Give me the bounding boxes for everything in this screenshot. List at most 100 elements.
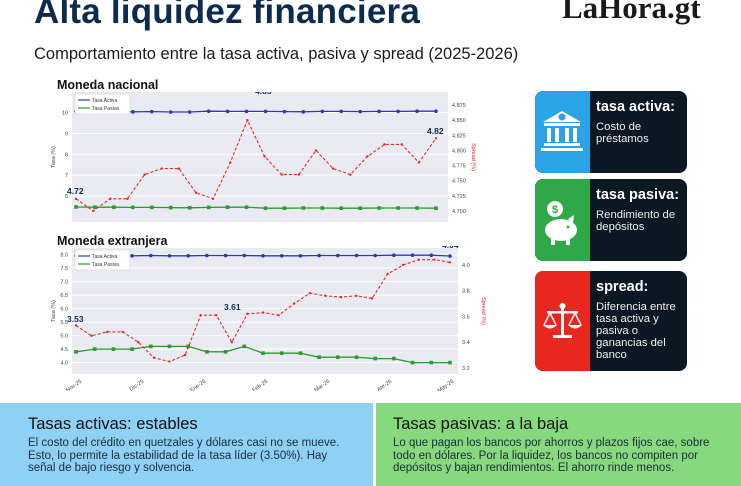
y2-tick-label: 4.875 xyxy=(452,103,466,109)
panel-tasas-activas-heading: Tasas activas: estables xyxy=(28,415,198,433)
data-point xyxy=(186,253,190,258)
data-point xyxy=(149,344,153,349)
y2-tick-label: 4.700 xyxy=(452,209,466,215)
chart-title-extranjera: Moneda extranjera xyxy=(57,234,168,248)
data-point xyxy=(320,206,325,210)
y-tick-label: 6 xyxy=(65,194,68,200)
data-point xyxy=(415,206,419,210)
data-point xyxy=(205,253,209,258)
y-tick-label: 4.0 xyxy=(60,361,68,367)
card-tasa-activa-desc: Costo de préstamos xyxy=(596,121,649,145)
data-point xyxy=(168,110,173,114)
data-point xyxy=(358,206,363,211)
data-point xyxy=(339,295,343,299)
data-point xyxy=(417,258,421,261)
data-point xyxy=(74,205,78,209)
x-tick-label: Nov-25 xyxy=(65,379,83,391)
y2-tick-label: 4.0 xyxy=(462,263,470,269)
data-point xyxy=(314,149,318,152)
data-point xyxy=(230,341,234,344)
scale-icon xyxy=(543,303,582,338)
y-tick-label: 8 xyxy=(65,152,68,158)
annotation-label: 4.72 xyxy=(67,186,84,196)
y2-tick-label: 4.725 xyxy=(452,194,466,200)
x-tick-label: Abr-26 xyxy=(376,379,393,391)
data-point xyxy=(223,350,228,354)
y-tick-label: 7.5 xyxy=(60,266,68,272)
data-point xyxy=(167,344,172,349)
data-point xyxy=(292,302,296,305)
data-point xyxy=(354,253,359,258)
data-point xyxy=(298,351,303,355)
data-point xyxy=(152,356,156,359)
data-point xyxy=(339,109,344,114)
data-point xyxy=(263,155,266,158)
data-point xyxy=(377,206,381,210)
data-point xyxy=(279,253,284,258)
data-point xyxy=(320,109,325,114)
x-tick-label: Dic-25 xyxy=(129,379,145,391)
chart-moneda-nacional: 10 9 8 7 6 4.875 4.850 4.825 4.800 4.775 4.750 4.72… xyxy=(51,92,476,222)
data-point xyxy=(225,109,230,114)
data-point xyxy=(130,253,134,258)
data-point xyxy=(336,355,340,360)
legend-label: Tasa Pasiva xyxy=(92,262,119,268)
chart-title-nacional: Moneda nacional xyxy=(57,78,159,92)
data-point xyxy=(373,253,378,258)
y-tick-label: 8.0 xyxy=(60,253,68,259)
x-tick-label: Mar-26 xyxy=(313,379,331,391)
annotation-label: 4.82 xyxy=(427,126,444,136)
data-point xyxy=(168,205,173,210)
data-point xyxy=(336,253,340,258)
data-point xyxy=(366,155,369,158)
data-point xyxy=(261,351,265,355)
data-point xyxy=(131,205,135,210)
y-tick-label: 6.5 xyxy=(60,293,68,299)
data-point xyxy=(244,109,249,114)
data-point xyxy=(410,253,415,258)
data-point xyxy=(402,263,405,267)
data-point xyxy=(177,167,181,170)
panel-tasas-pasivas-heading: Tasas pasivas: a la baja xyxy=(393,415,569,433)
plot-area xyxy=(72,92,448,222)
data-point xyxy=(415,109,419,113)
data-point xyxy=(301,110,306,114)
data-point xyxy=(92,347,97,351)
data-point xyxy=(417,161,421,164)
card-tasa-pasiva: $ tasa pasiva: Rendimiento de depósitos xyxy=(535,179,687,261)
data-point xyxy=(74,350,78,354)
y-tick-label: 5.0 xyxy=(60,334,68,340)
data-point xyxy=(246,118,249,122)
y-tick-label: 10 xyxy=(62,110,68,116)
data-point xyxy=(282,206,287,211)
data-point xyxy=(149,109,154,114)
data-point xyxy=(137,341,140,344)
bank-icon xyxy=(541,111,583,151)
y2-axis-label: Spread (%) xyxy=(480,297,486,325)
data-point xyxy=(396,206,400,210)
y2-tick-label: 4.825 xyxy=(452,133,466,139)
data-point xyxy=(396,109,400,114)
data-point xyxy=(90,334,93,337)
data-point xyxy=(263,109,268,114)
y2-tick-label: 3.2 xyxy=(462,366,470,372)
data-point xyxy=(448,261,452,264)
y2-tick-label: 3.8 xyxy=(462,289,470,295)
chart-moneda-extranjera: 8.0 7.5 7.0 6.5 6.0 5.5 5.0 4.5 4.0 4.0 3.8 3.6 3.4 3… xyxy=(51,246,486,391)
data-point xyxy=(298,253,303,258)
panel-tasas-pasivas: Tasas pasivas: a la baja Lo que pagan lo… xyxy=(376,403,741,486)
legend-box xyxy=(74,249,131,271)
y-tick-label: 9 xyxy=(65,131,68,137)
data-point xyxy=(143,173,146,176)
x-tick-label: Ene-26 xyxy=(189,379,207,391)
data-point xyxy=(74,197,78,201)
piggy-bank-icon: $ xyxy=(545,201,577,245)
card-spread: spread: Diferencia entre tasa activa y p… xyxy=(535,271,687,371)
data-point xyxy=(279,351,284,355)
data-point xyxy=(339,206,344,211)
data-point xyxy=(349,173,352,176)
data-point xyxy=(433,258,436,261)
page-title: Alta liquidez financiera xyxy=(34,0,420,31)
panel-tasas-pasivas-body: Lo que pagan los bancos por ahorros y pl… xyxy=(393,437,710,475)
series-line-tasa-pasiva xyxy=(75,206,437,209)
